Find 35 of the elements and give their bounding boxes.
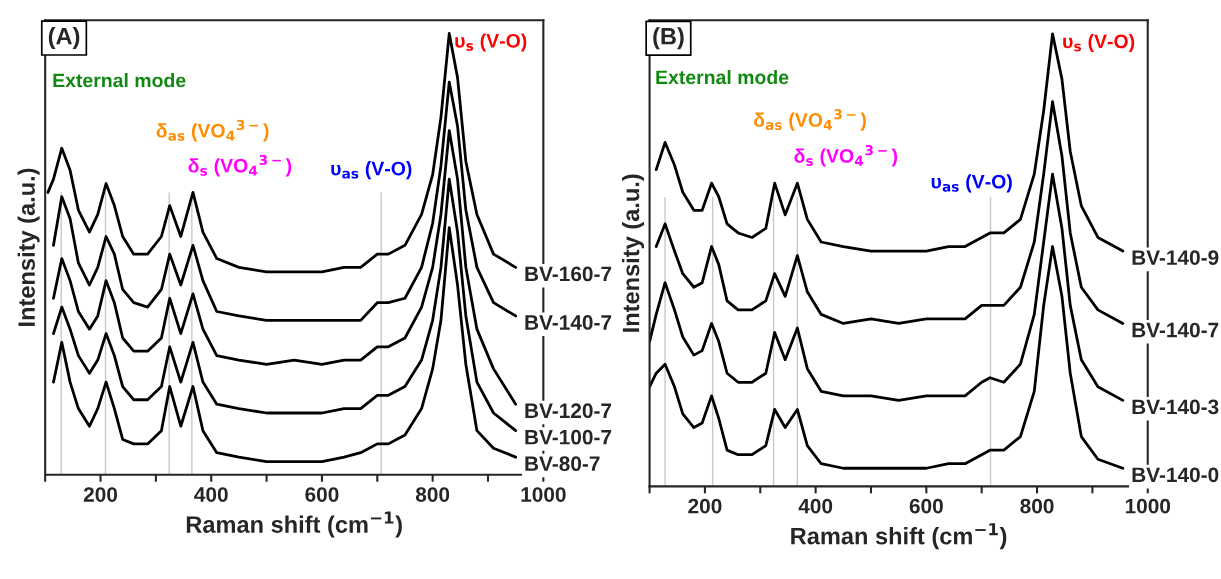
chart-title: (A)	[48, 27, 80, 50]
annotation: υ$_{as}$ (V-O)	[931, 174, 1012, 193]
y-axis-title: Intensity (a.u.)	[622, 174, 645, 332]
series-label: BV-140-7	[525, 315, 612, 330]
x-tick-label: 400	[798, 498, 833, 514]
annotation: δ$_{s}$ (VO$_{4}$$^{3−}$)	[794, 145, 898, 167]
x-tick-label: 800	[415, 487, 450, 502]
annotation: External mode	[53, 73, 186, 88]
series-label: BV-140-9	[1132, 250, 1219, 265]
x-tick-label: 1000	[521, 487, 566, 502]
x-axis-title: Raman shift (cm$^{−1}$)	[791, 523, 1007, 550]
x-tick-label: 1000	[1125, 498, 1171, 514]
series-label: BV-140-7	[1132, 322, 1219, 338]
annotation: δ$_{as}$ (VO$_{4}$$^{3−}$)	[156, 119, 269, 142]
x-axis-title: Raman shift (cm$^{−1}$)	[186, 511, 402, 538]
x-tick-label: 600	[305, 487, 339, 502]
chart-title: (B)	[653, 27, 684, 50]
series-label: BV-80-7	[525, 456, 600, 472]
x-tick-label: 200	[83, 487, 118, 502]
x-tick-label: 400	[194, 487, 228, 502]
annotation: υ$_{as}$ (V-O)	[331, 161, 412, 180]
series-label: BV-120-7	[525, 403, 612, 419]
series-label: BV-100-7	[525, 429, 612, 445]
annotation: δ$_{s}$ (VO$_{4}$$^{3−}$)	[188, 154, 292, 177]
annotation: External mode	[656, 69, 789, 85]
x-tick-label: 200	[688, 498, 722, 514]
series-label: BV-140-3	[1132, 399, 1219, 415]
annotation: υ$_{s}$ (V-O)	[1063, 33, 1135, 53]
series-label: BV-140-0	[1132, 467, 1219, 483]
annotation: υ$_{s}$ (V-O)	[455, 33, 527, 52]
x-tick-label: 800	[1020, 498, 1054, 514]
annotation: δ$_{as}$ (VO$_{4}$$^{3−}$)	[754, 109, 866, 131]
y-axis-title: Intensity (a.u.)	[17, 168, 40, 326]
x-tick-label: 600	[909, 498, 943, 514]
series-label: BV-160-7	[525, 266, 612, 282]
